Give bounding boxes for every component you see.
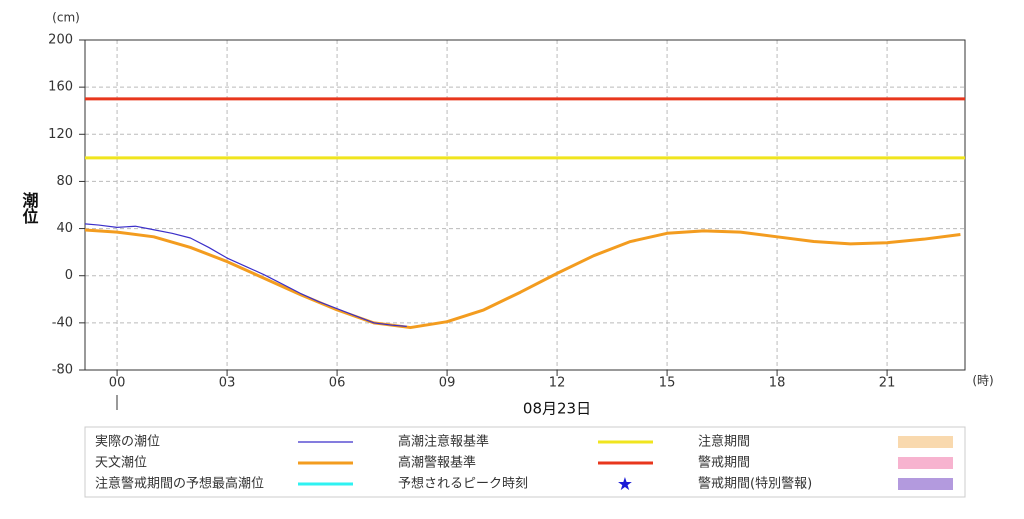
legend-label: 予想されるピーク時刻 bbox=[398, 476, 528, 492]
y-unit: (cm) bbox=[52, 11, 80, 25]
x-tick-label: 03 bbox=[219, 376, 236, 391]
legend-label: 注意期間 bbox=[698, 434, 750, 450]
x-title: 08月23日 bbox=[523, 400, 591, 418]
legend-label: 警戒期間(特別警報) bbox=[698, 476, 812, 492]
legend-label: 注意警戒期間の予想最高潮位 bbox=[95, 476, 264, 492]
x-tick-label: 15 bbox=[659, 376, 676, 391]
plot-frame bbox=[84, 39, 966, 371]
x-tick-label: 09 bbox=[439, 376, 456, 391]
y-tick-label: 160 bbox=[48, 80, 73, 95]
legend-box bbox=[84, 426, 966, 498]
y-tick-label: 0 bbox=[65, 268, 73, 283]
x-tick-label: 18 bbox=[769, 376, 786, 391]
x-tick-label: 06 bbox=[329, 376, 346, 391]
y-title: 潮位 bbox=[20, 191, 39, 225]
y-tick-label: -40 bbox=[52, 315, 73, 330]
x-tick-label: 00 bbox=[109, 376, 126, 391]
legend-label: 高潮警報基準 bbox=[398, 455, 476, 471]
y-tick-label: 200 bbox=[48, 33, 73, 48]
legend-swatch bbox=[898, 478, 953, 490]
plot-area bbox=[85, 97, 965, 330]
legend-label: 天文潮位 bbox=[95, 456, 147, 471]
x-tick-label: 12 bbox=[549, 376, 566, 391]
legend-label: 警戒期間 bbox=[698, 455, 750, 471]
x-unit: (時) bbox=[972, 374, 993, 388]
y-tick-label: 80 bbox=[56, 174, 73, 189]
legend-label: 実際の潮位 bbox=[95, 434, 160, 450]
tide-line bbox=[85, 223, 407, 327]
legend-swatch bbox=[898, 457, 953, 469]
legend-swatch bbox=[898, 436, 953, 448]
y-tick-label: 40 bbox=[56, 221, 73, 236]
legend-star: ★ bbox=[617, 474, 633, 495]
legend-label: 高潮注意報基準 bbox=[398, 434, 489, 450]
x-tick-label: 21 bbox=[879, 376, 896, 391]
tide-line bbox=[85, 228, 961, 330]
y-tick-label: -80 bbox=[52, 363, 73, 378]
y-tick-label: 120 bbox=[48, 127, 73, 142]
